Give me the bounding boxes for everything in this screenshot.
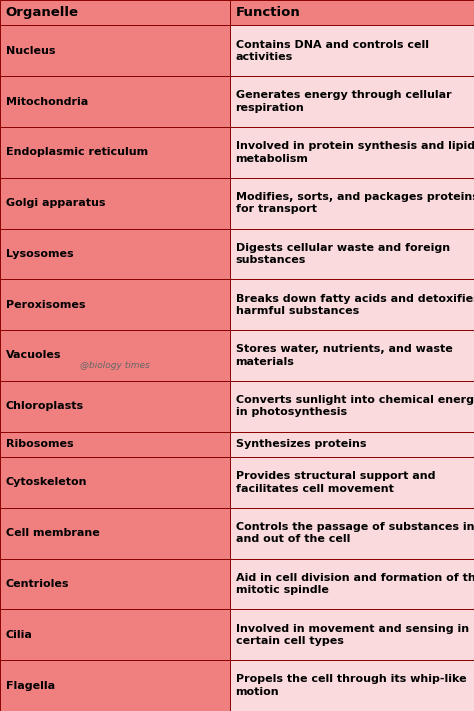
- Text: Generates energy through cellular
respiration: Generates energy through cellular respir…: [236, 90, 451, 113]
- Bar: [230, 559, 474, 609]
- Text: @biology times: @biology times: [80, 361, 150, 370]
- Bar: [0, 127, 230, 178]
- Bar: [0, 508, 230, 559]
- Text: Stores water, nutrients, and waste
materials: Stores water, nutrients, and waste mater…: [236, 344, 452, 367]
- Bar: [230, 661, 474, 711]
- Text: Function: Function: [236, 6, 301, 19]
- Text: Aid in cell division and formation of the
mitotic spindle: Aid in cell division and formation of th…: [236, 573, 474, 595]
- Bar: [230, 279, 474, 330]
- Text: Chloroplasts: Chloroplasts: [6, 401, 84, 411]
- Text: Organelle: Organelle: [6, 6, 79, 19]
- Text: Ribosomes: Ribosomes: [6, 439, 73, 449]
- Text: Nucleus: Nucleus: [6, 46, 55, 55]
- Bar: [0, 457, 230, 508]
- Bar: [230, 508, 474, 559]
- Text: Lysosomes: Lysosomes: [6, 249, 73, 259]
- Text: Mitochondria: Mitochondria: [6, 97, 88, 107]
- Text: Endoplasmic reticulum: Endoplasmic reticulum: [6, 147, 148, 157]
- Text: Involved in protein synthesis and lipid
metabolism: Involved in protein synthesis and lipid …: [236, 141, 474, 164]
- Bar: [230, 178, 474, 228]
- Text: Modifies, sorts, and packages proteins
for transport: Modifies, sorts, and packages proteins f…: [236, 192, 474, 214]
- Bar: [0, 661, 230, 711]
- Bar: [0, 432, 230, 457]
- Text: Breaks down fatty acids and detoxifies
harmful substances: Breaks down fatty acids and detoxifies h…: [236, 294, 474, 316]
- Text: Flagella: Flagella: [6, 680, 55, 690]
- Text: Converts sunlight into chemical energy
in photosynthesis: Converts sunlight into chemical energy i…: [236, 395, 474, 417]
- Bar: [230, 381, 474, 432]
- Bar: [0, 228, 230, 279]
- Text: Propels the cell through its whip-like
motion: Propels the cell through its whip-like m…: [236, 675, 466, 697]
- Bar: [0, 559, 230, 609]
- Text: Controls the passage of substances in
and out of the cell: Controls the passage of substances in an…: [236, 522, 474, 545]
- Text: Synthesizes proteins: Synthesizes proteins: [236, 439, 366, 449]
- Bar: [230, 330, 474, 381]
- Bar: [0, 0, 230, 26]
- Bar: [0, 609, 230, 661]
- Text: Cytoskeleton: Cytoskeleton: [6, 478, 87, 488]
- Text: Involved in movement and sensing in
certain cell types: Involved in movement and sensing in cert…: [236, 624, 469, 646]
- Bar: [0, 381, 230, 432]
- Text: Digests cellular waste and foreign
substances: Digests cellular waste and foreign subst…: [236, 242, 450, 265]
- Bar: [230, 127, 474, 178]
- Bar: [230, 432, 474, 457]
- Text: Contains DNA and controls cell
activities: Contains DNA and controls cell activitie…: [236, 40, 428, 62]
- Bar: [0, 26, 230, 76]
- Text: Peroxisomes: Peroxisomes: [6, 300, 85, 310]
- Text: Cilia: Cilia: [6, 630, 33, 640]
- Bar: [230, 26, 474, 76]
- Text: Golgi apparatus: Golgi apparatus: [6, 198, 105, 208]
- Bar: [230, 0, 474, 26]
- Text: Cell membrane: Cell membrane: [6, 528, 100, 538]
- Bar: [0, 330, 230, 381]
- Bar: [0, 178, 230, 228]
- Text: Vacuoles: Vacuoles: [6, 351, 61, 360]
- Bar: [0, 76, 230, 127]
- Text: Provides structural support and
facilitates cell movement: Provides structural support and facilita…: [236, 471, 435, 493]
- Text: Centrioles: Centrioles: [6, 579, 69, 589]
- Bar: [230, 228, 474, 279]
- Bar: [230, 76, 474, 127]
- Bar: [230, 457, 474, 508]
- Bar: [230, 609, 474, 661]
- Bar: [0, 279, 230, 330]
